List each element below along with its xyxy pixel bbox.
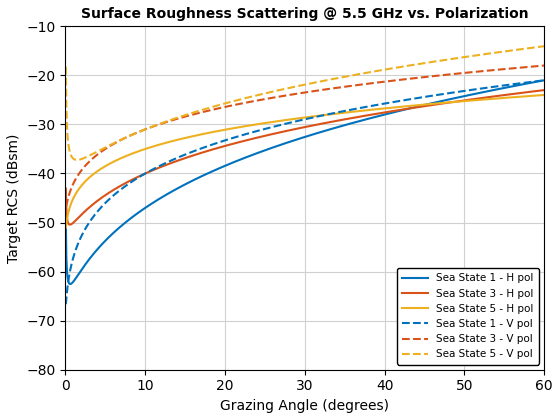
Sea State 5 - V pol [274, 88, 281, 93]
Sea State 5 - H pol [541, 92, 548, 97]
Sea State 3 - V pol [444, 72, 451, 77]
Sea State 3 - H pol [63, 186, 69, 191]
Sea State 5 - V pol [256, 92, 263, 97]
Line: Sea State 1 - V pol: Sea State 1 - V pol [66, 80, 544, 304]
Sea State 1 - V pol [63, 302, 69, 307]
Sea State 1 - V pol [111, 192, 118, 197]
Sea State 5 - V pol [445, 57, 451, 62]
Title: Surface Roughness Scattering @ 5.5 GHz vs. Polarization: Surface Roughness Scattering @ 5.5 GHz v… [81, 7, 529, 21]
Sea State 3 - V pol [111, 141, 118, 146]
Sea State 3 - H pol [256, 134, 263, 139]
Sea State 3 - H pol [541, 87, 548, 92]
X-axis label: Grazing Angle (degrees): Grazing Angle (degrees) [220, 399, 389, 413]
Sea State 1 - V pol [256, 128, 263, 133]
Sea State 3 - V pol [391, 78, 398, 83]
Sea State 3 - H pol [274, 131, 281, 136]
Sea State 3 - H pol [436, 101, 443, 106]
Sea State 3 - V pol [256, 97, 263, 102]
Sea State 1 - H pol [256, 150, 263, 155]
Sea State 1 - H pol [67, 281, 73, 286]
Sea State 1 - V pol [541, 78, 548, 83]
Sea State 1 - H pol [436, 99, 443, 104]
Line: Sea State 1 - H pol: Sea State 1 - H pol [66, 80, 544, 284]
Sea State 5 - V pol [112, 140, 119, 145]
Line: Sea State 3 - H pol: Sea State 3 - H pol [66, 90, 544, 225]
Legend: Sea State 1 - H pol, Sea State 3 - H pol, Sea State 5 - H pol, Sea State 1 - V p: Sea State 1 - H pol, Sea State 3 - H pol… [397, 268, 539, 365]
Sea State 3 - V pol [273, 94, 280, 100]
Sea State 3 - H pol [67, 222, 73, 227]
Sea State 1 - H pol [391, 110, 398, 115]
Y-axis label: Target RCS (dBsm): Target RCS (dBsm) [7, 133, 21, 263]
Line: Sea State 5 - V pol: Sea State 5 - V pol [66, 46, 544, 160]
Line: Sea State 3 - V pol: Sea State 3 - V pol [66, 66, 544, 206]
Sea State 5 - H pol [273, 119, 280, 124]
Sea State 5 - H pol [391, 105, 398, 110]
Sea State 3 - V pol [541, 63, 548, 68]
Sea State 5 - V pol [73, 158, 80, 163]
Sea State 3 - H pol [445, 100, 451, 105]
Sea State 5 - H pol [111, 159, 118, 164]
Sea State 3 - V pol [436, 73, 442, 78]
Sea State 1 - H pol [274, 144, 281, 149]
Sea State 5 - H pol [444, 100, 451, 105]
Sea State 5 - H pol [63, 225, 69, 230]
Sea State 1 - V pol [273, 123, 280, 129]
Sea State 3 - V pol [63, 204, 69, 209]
Line: Sea State 5 - H pol: Sea State 5 - H pol [66, 95, 544, 228]
Sea State 3 - H pol [391, 108, 398, 113]
Sea State 1 - V pol [444, 91, 451, 96]
Sea State 1 - H pol [112, 229, 119, 234]
Sea State 5 - H pol [256, 121, 263, 126]
Sea State 5 - H pol [436, 101, 442, 106]
Sea State 5 - V pol [63, 64, 69, 69]
Sea State 1 - V pol [391, 100, 398, 105]
Sea State 5 - V pol [541, 44, 548, 49]
Sea State 1 - H pol [63, 223, 69, 228]
Sea State 1 - H pol [541, 78, 548, 83]
Sea State 5 - V pol [391, 66, 398, 71]
Sea State 5 - V pol [436, 58, 443, 63]
Sea State 3 - H pol [112, 186, 119, 192]
Sea State 1 - H pol [445, 97, 451, 102]
Sea State 1 - V pol [436, 92, 442, 97]
